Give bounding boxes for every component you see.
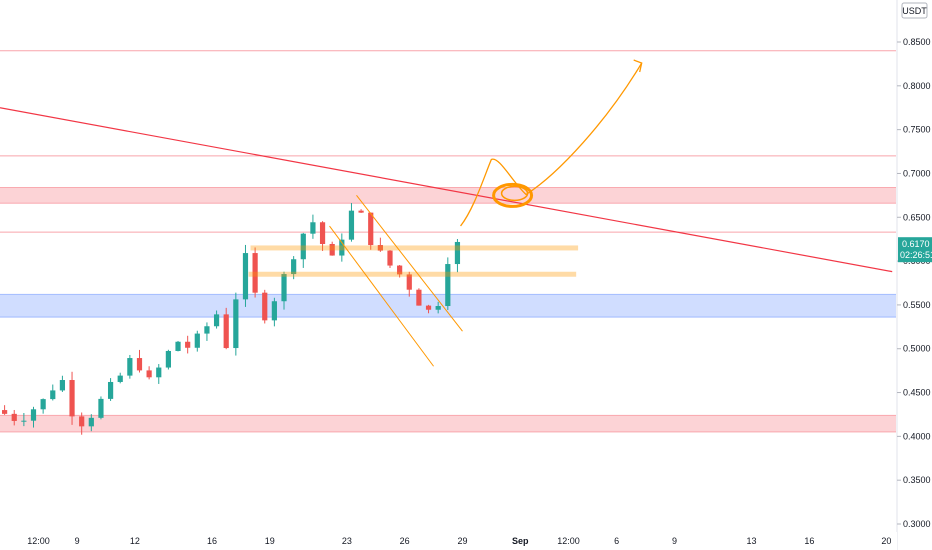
candle-body-18 <box>175 341 181 351</box>
x-tick-label-12: 13 <box>747 536 757 546</box>
x-tick-label-11: 9 <box>672 536 677 546</box>
y-tick-label-2: 0.7500 <box>903 125 931 135</box>
candle-body-13 <box>127 358 133 376</box>
orange-level-1 <box>248 271 577 277</box>
y-tick-label-4: 0.6500 <box>903 212 931 222</box>
candle-body-30 <box>291 259 297 275</box>
last-price-tag-bg <box>898 237 932 263</box>
target-circle-outer <box>492 182 534 208</box>
candle-body-0 <box>2 410 8 414</box>
x-tick-label-8: Sep <box>512 536 529 546</box>
candle-body-21 <box>204 326 210 334</box>
x-tick-label-6: 26 <box>400 536 410 546</box>
y-tick-label-10: 0.3500 <box>903 475 931 485</box>
candles <box>2 203 461 435</box>
candle-body-11 <box>107 381 114 399</box>
y-tick-label-11: 0.3000 <box>903 519 931 529</box>
x-tick-label-3: 16 <box>207 536 217 546</box>
channel-line-0 <box>356 195 463 332</box>
candle-body-9 <box>88 417 94 427</box>
candle-body-33 <box>319 222 326 244</box>
x-axis-ticks: 12:00 9 12 16 19 23 26 29 Sep 12:00 6 9 13 16 20 <box>27 536 891 546</box>
candle-body-22 <box>213 314 220 327</box>
y-tick-label-7: 0.5000 <box>903 344 931 354</box>
candle-body-1 <box>11 413 17 421</box>
x-tick-label-10: 6 <box>614 536 619 546</box>
last-price-tag: 0.6170 02:26:51 <box>898 237 932 263</box>
candle-body-39 <box>377 245 383 251</box>
horizontal-levels <box>0 50 896 233</box>
candle-body-41 <box>397 265 403 275</box>
descending-trendline <box>0 107 893 273</box>
candle-body-23 <box>223 314 229 349</box>
candle-body-6 <box>59 380 66 391</box>
zone-resistance-2 <box>0 415 896 432</box>
orange-level-0 <box>250 245 579 251</box>
candle-body-26 <box>252 253 258 293</box>
x-tick-label-1: 9 <box>75 536 80 546</box>
target-circle-inner <box>500 185 529 202</box>
candle-body-36 <box>348 210 355 240</box>
price-scale[interactable] <box>897 0 932 550</box>
candle-body-32 <box>310 222 316 234</box>
candle-body-45 <box>435 306 441 310</box>
candle-body-7 <box>69 380 75 417</box>
currency-label: USDT <box>902 6 927 16</box>
x-tick-label-9: 12:00 <box>557 536 580 546</box>
candle-body-47 <box>454 241 461 265</box>
candle-body-10 <box>98 398 104 418</box>
x-tick-label-14: 20 <box>881 536 891 546</box>
candle-body-19 <box>185 341 191 348</box>
x-tick-label-2: 12 <box>130 536 140 546</box>
candle-body-31 <box>300 233 306 260</box>
candle-body-3 <box>30 409 37 421</box>
x-tick-label-4: 19 <box>265 536 275 546</box>
y-tick-label-9: 0.4000 <box>903 431 931 441</box>
candle-body-40 <box>387 250 393 266</box>
candle-body-24 <box>233 299 239 349</box>
time-scale[interactable] <box>0 532 897 550</box>
y-tick-label-6: 0.5500 <box>903 300 931 310</box>
x-tick-label-7: 29 <box>457 536 467 546</box>
candle-body-16 <box>156 367 162 378</box>
candle-body-25 <box>242 253 249 300</box>
x-tick-label-5: 23 <box>342 536 352 546</box>
y-tick-label-8: 0.4500 <box>903 388 931 398</box>
candle-body-28 <box>271 301 277 321</box>
zone-resistance-0 <box>0 187 896 204</box>
candle-body-2 <box>21 420 27 422</box>
candle-body-43 <box>416 289 422 306</box>
candle-body-35 <box>339 239 345 256</box>
candle-body-44 <box>425 305 432 310</box>
candle-body-34 <box>329 243 335 256</box>
candle-body-38 <box>368 212 374 246</box>
drawings <box>0 59 893 367</box>
candle-body-15 <box>146 370 152 378</box>
candle-body-20 <box>194 333 200 348</box>
candle-body-8 <box>79 416 85 427</box>
x-tick-label-0: 12:00 <box>27 536 50 546</box>
candle-body-12 <box>117 375 123 382</box>
candle-body-14 <box>136 358 143 371</box>
last-price-countdown: 02:26:51 <box>900 250 932 260</box>
x-tick-label-13: 16 <box>804 536 814 546</box>
y-tick-label-3: 0.7000 <box>903 168 931 178</box>
candle-body-5 <box>50 390 56 400</box>
candle-body-27 <box>262 292 268 321</box>
candle-body-29 <box>281 274 287 302</box>
candle-body-37 <box>358 210 364 213</box>
candle-body-17 <box>165 350 171 368</box>
last-price-value: 0.6170 <box>902 239 930 249</box>
y-tick-label-0: 0.8500 <box>903 37 931 47</box>
channel-line-1 <box>329 225 434 367</box>
currency-badge[interactable]: USDT <box>901 2 928 19</box>
candle-body-42 <box>406 274 412 290</box>
candle-body-4 <box>40 399 46 410</box>
projection-arrowhead <box>633 59 643 73</box>
y-tick-label-1: 0.8000 <box>903 81 931 91</box>
candle-body-46 <box>445 264 451 307</box>
